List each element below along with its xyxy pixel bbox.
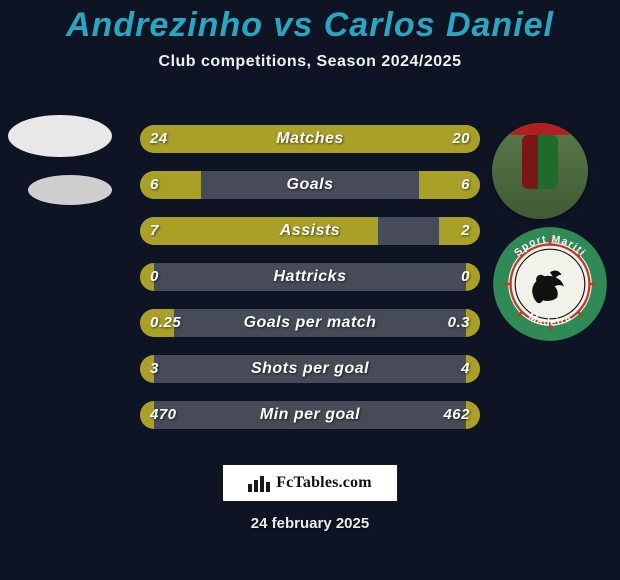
footer-brand: FcTables.com — [222, 464, 398, 502]
page-title: Andrezinho vs Carlos Daniel — [0, 0, 620, 45]
content-root: Andrezinho vs Carlos Daniel Club competi… — [0, 0, 620, 580]
club-badge-svg: Sport Mariti Madeira — [492, 226, 608, 342]
date-text: 24 february 2025 — [0, 515, 620, 532]
stat-row: 470462Min per goal — [140, 401, 480, 429]
brand-text: FcTables.com — [276, 474, 372, 492]
stat-row: 34Shots per goal — [140, 355, 480, 383]
stat-row: 00Hattricks — [140, 263, 480, 291]
player-right-avatar — [492, 123, 588, 219]
stat-label: Matches — [140, 125, 480, 153]
stat-row: 66Goals — [140, 171, 480, 199]
stat-row: 2420Matches — [140, 125, 480, 153]
stat-label: Assists — [140, 217, 480, 245]
stat-label: Min per goal — [140, 401, 480, 429]
player-left-avatar-placeholder-2 — [28, 175, 112, 205]
stat-row: 0.250.3Goals per match — [140, 309, 480, 337]
stats-container: 2420Matches 66Goals 72Assists 00Hattricks 0.… — [140, 125, 480, 447]
stat-label: Shots per goal — [140, 355, 480, 383]
stat-label: Hattricks — [140, 263, 480, 291]
brand-chart-icon — [248, 474, 270, 492]
club-badge: Sport Mariti Madeira — [492, 226, 608, 342]
subtitle: Club competitions, Season 2024/2025 — [0, 53, 620, 71]
stat-label: Goals per match — [140, 309, 480, 337]
stat-row: 72Assists — [140, 217, 480, 245]
player-left-avatar-placeholder-1 — [8, 115, 112, 157]
stat-label: Goals — [140, 171, 480, 199]
